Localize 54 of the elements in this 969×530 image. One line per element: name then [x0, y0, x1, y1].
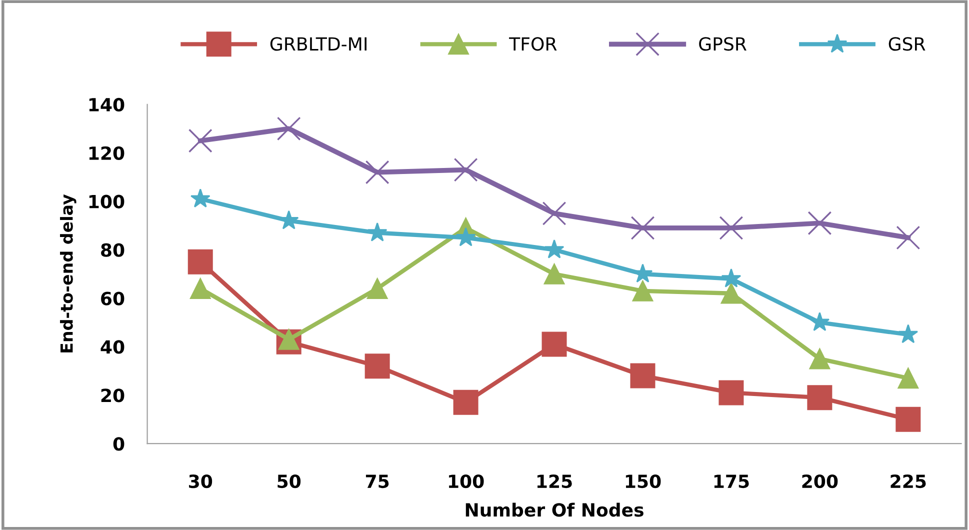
point: [453, 390, 478, 415]
point: [542, 201, 566, 226]
point: [364, 354, 390, 379]
point: [188, 249, 213, 274]
y-tick-label: 20: [101, 388, 124, 402]
point: [188, 128, 212, 153]
y-axis-title: End-to-end delay: [60, 194, 76, 352]
point: [190, 278, 211, 299]
legend-label: GSR: [888, 37, 926, 51]
point: [721, 268, 742, 288]
point: [809, 348, 830, 370]
point: [630, 216, 655, 240]
point: [898, 368, 919, 389]
x-tick-label: 125: [537, 474, 572, 488]
x-tick-label: 100: [448, 474, 484, 488]
point: [365, 160, 390, 184]
point: [898, 324, 918, 344]
x-tick-label: 30: [189, 474, 212, 488]
y-tick-label: 60: [101, 292, 124, 306]
point: [456, 227, 476, 246]
point: [542, 332, 567, 357]
point: [190, 188, 210, 208]
legend-label: GRBLTD-MI: [270, 37, 366, 51]
y-tick-label: 120: [89, 146, 124, 160]
x-tick-label: 75: [366, 474, 389, 488]
point: [808, 211, 832, 236]
point: [366, 278, 388, 299]
point: [720, 282, 742, 304]
point: [896, 406, 921, 432]
x-tick-label: 200: [802, 474, 838, 488]
y-tick-label: 0: [113, 437, 124, 451]
legend-label: TFOR: [509, 37, 557, 51]
point: [454, 158, 478, 182]
y-tick-label: 40: [100, 340, 124, 354]
point: [630, 363, 656, 388]
x-tick-label: 50: [278, 474, 301, 488]
x-tick-label: 150: [626, 474, 661, 488]
point: [544, 239, 564, 258]
point: [810, 312, 830, 332]
x-tick-label: 225: [890, 474, 926, 488]
y-tick-label: 100: [89, 194, 124, 208]
point: [276, 116, 301, 141]
y-tick-label: 80: [101, 243, 124, 257]
point: [632, 280, 654, 302]
point: [719, 216, 744, 240]
x-tick-label: 175: [714, 474, 749, 488]
point: [807, 385, 832, 410]
y-tick-label: 140: [89, 98, 124, 112]
legend-label: GPSR: [699, 37, 746, 51]
point: [367, 222, 388, 242]
point: [718, 380, 744, 406]
point: [896, 226, 920, 250]
point: [544, 264, 565, 284]
x-axis-title: Number Of Nodes: [466, 502, 644, 517]
